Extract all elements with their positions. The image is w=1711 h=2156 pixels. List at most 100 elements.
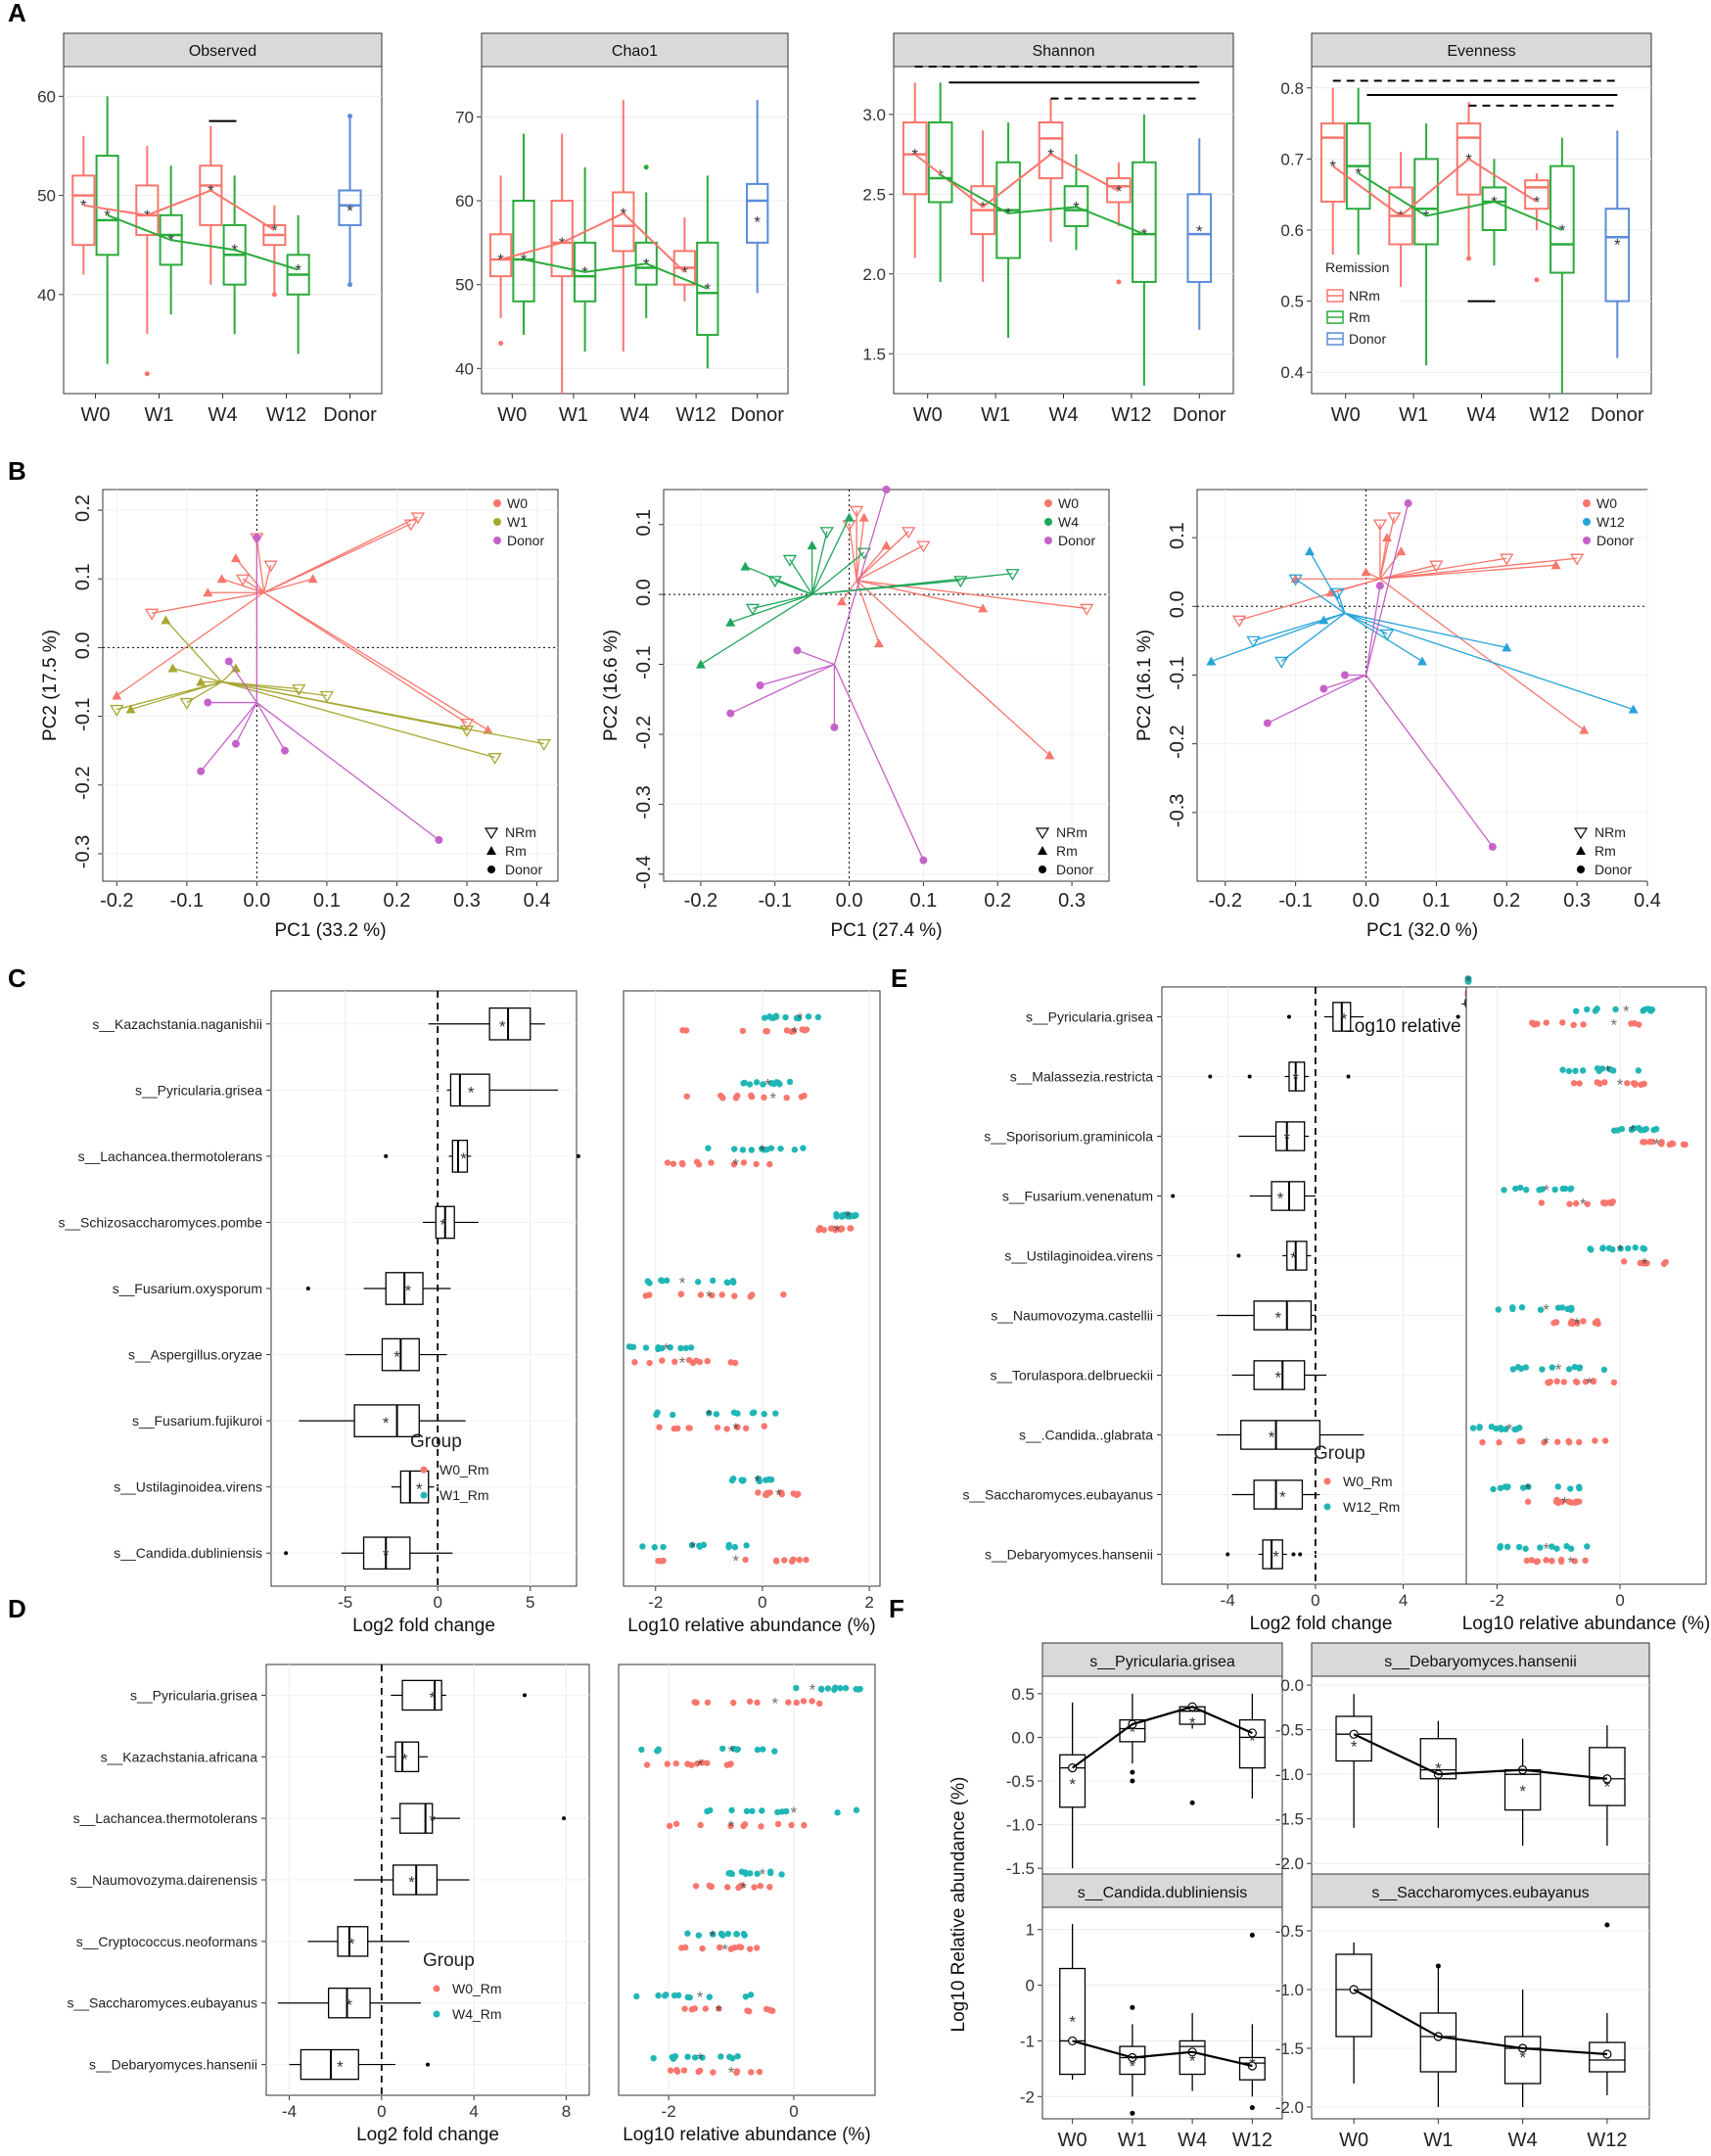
point-nrm	[782, 554, 798, 567]
dot-w0	[1580, 1318, 1587, 1325]
mean-line-rm	[523, 258, 709, 290]
dot-second-group	[793, 1684, 800, 1692]
species-label: s__Malassezia.restricta	[1010, 1069, 1153, 1085]
point-donor	[253, 534, 261, 542]
dot-w0	[733, 2068, 741, 2075]
spider-line	[255, 702, 439, 841]
mean-marker: *	[716, 2002, 722, 2021]
legend-label: W0_Rm	[452, 1981, 502, 1996]
dot-w12	[1559, 1185, 1566, 1193]
panel-d: -4 0 4 8 -2 0 Log2 fold change Log10 relative a…	[67, 1664, 876, 2145]
dot-w0	[681, 2005, 688, 2012]
strip-background	[481, 32, 789, 68]
panel-b-pcoa-3: -0.2 -0.1 0.0 0.1 0.2 0.3 0.4 -0.3 -0.2 -0.1 0.0 0.…	[1134, 489, 1661, 941]
mean-marker: *	[760, 1865, 766, 1884]
dot-w0	[837, 1226, 845, 1233]
point-donor	[1375, 582, 1384, 590]
legend-label: W0_Rm	[1343, 1474, 1393, 1489]
mean-marker: *	[697, 1989, 704, 2007]
dot-second-group	[734, 2052, 741, 2060]
x-axis-label: Log10 relative abundance (%)	[1462, 1614, 1711, 1634]
point-rm	[1550, 560, 1561, 570]
spider-line	[242, 578, 264, 593]
box	[1063, 185, 1089, 227]
x-tick-label: W4	[1178, 2130, 1207, 2151]
dot-second-group	[834, 1809, 841, 1816]
point-donor	[830, 723, 839, 731]
mean-marker: *	[347, 202, 353, 220]
mean-marker: *	[771, 1694, 778, 1712]
outlier-point	[1287, 1014, 1291, 1019]
point-rm	[196, 677, 207, 686]
mean-marker: *	[764, 1075, 771, 1094]
mean-marker: *	[347, 1996, 353, 2015]
mean-marker: *	[1116, 182, 1123, 201]
dot-second-group	[709, 1277, 717, 1285]
dot-w0	[772, 1558, 780, 1565]
dot-w0	[699, 1759, 706, 1766]
mean-marker: *	[704, 280, 711, 299]
box	[1503, 1768, 1542, 1811]
outlier-point	[1346, 1074, 1351, 1079]
shape-legend: NRm Rm Donor	[1573, 824, 1632, 877]
dot-w12	[1565, 1067, 1573, 1075]
point-rm	[881, 540, 892, 550]
legend-dot	[420, 1491, 428, 1499]
panel-f-facet-4: s__Saccharomyces.eubayanus -2.0 -1.5 -1.0 -0…	[1275, 1873, 1650, 2151]
y-tick-label: -1.0	[1275, 1765, 1304, 1784]
dot-w0	[1631, 1019, 1638, 1027]
legend-shape	[1035, 827, 1050, 840]
mean-marker: *	[697, 2050, 704, 2069]
y-tick-label: 2.5	[862, 185, 886, 204]
point-nrm	[953, 576, 968, 588]
dot-w12	[1513, 1426, 1520, 1432]
dot-w0	[723, 1426, 730, 1432]
spider-line	[1379, 550, 1402, 580]
spider-line	[811, 531, 828, 595]
x-tick-label: W1	[1423, 2130, 1453, 2151]
abundance-frame	[618, 1664, 876, 2096]
dot-w0	[717, 1092, 724, 1100]
dot-w0	[754, 1699, 761, 1707]
spider-line	[856, 580, 1087, 610]
spider-line	[255, 702, 286, 751]
dot-w12	[1501, 1187, 1507, 1194]
dot-w0	[685, 1356, 693, 1364]
mean-marker: *	[1069, 1775, 1076, 1794]
dot-w0	[1680, 1141, 1688, 1148]
dot-w0	[671, 1425, 678, 1432]
species-label: s__Kazachstania.africana	[101, 1749, 258, 1764]
dot-w0	[1620, 1258, 1628, 1265]
species-row: s__Pyricularia.grisea***	[135, 1073, 808, 1107]
point-rm	[483, 725, 493, 734]
x-tick-label: W1	[559, 404, 588, 426]
dot-w12	[1495, 1306, 1502, 1313]
spider-line	[221, 680, 328, 697]
dot-w0	[738, 1882, 746, 1889]
outlier-point	[1291, 1552, 1296, 1557]
mean-marker: *	[1292, 1070, 1299, 1089]
dot-w0	[1594, 1079, 1600, 1086]
dot-w12	[1592, 1008, 1599, 1014]
dot-w0	[788, 1028, 795, 1035]
point-nrm	[403, 519, 418, 532]
species-label: s__Debaryomyces.hansenii	[89, 2057, 257, 2073]
dot-w0	[1592, 1437, 1598, 1444]
box-rm: *	[1549, 137, 1575, 394]
dot-w12	[1539, 1366, 1546, 1373]
dot-w0	[746, 1698, 754, 1705]
y-axis-label: PC2 (16.1 %)	[1134, 630, 1155, 741]
point-nrm	[1569, 553, 1585, 566]
spider-line	[1309, 550, 1346, 614]
species-label: s__Aspergillus.oryzae	[128, 1347, 262, 1363]
legend-shape	[486, 846, 496, 855]
y-tick-label: -0.3	[1167, 794, 1188, 827]
dot-w0	[691, 2005, 699, 2012]
legend-label: Donor	[507, 533, 544, 548]
dot-second-group	[739, 1147, 747, 1153]
dot-w0	[766, 1884, 773, 1891]
dot-w12	[1612, 1006, 1619, 1013]
dot-w0	[664, 1159, 671, 1166]
point-rm	[112, 690, 122, 700]
legend-label: NRm	[505, 824, 536, 840]
